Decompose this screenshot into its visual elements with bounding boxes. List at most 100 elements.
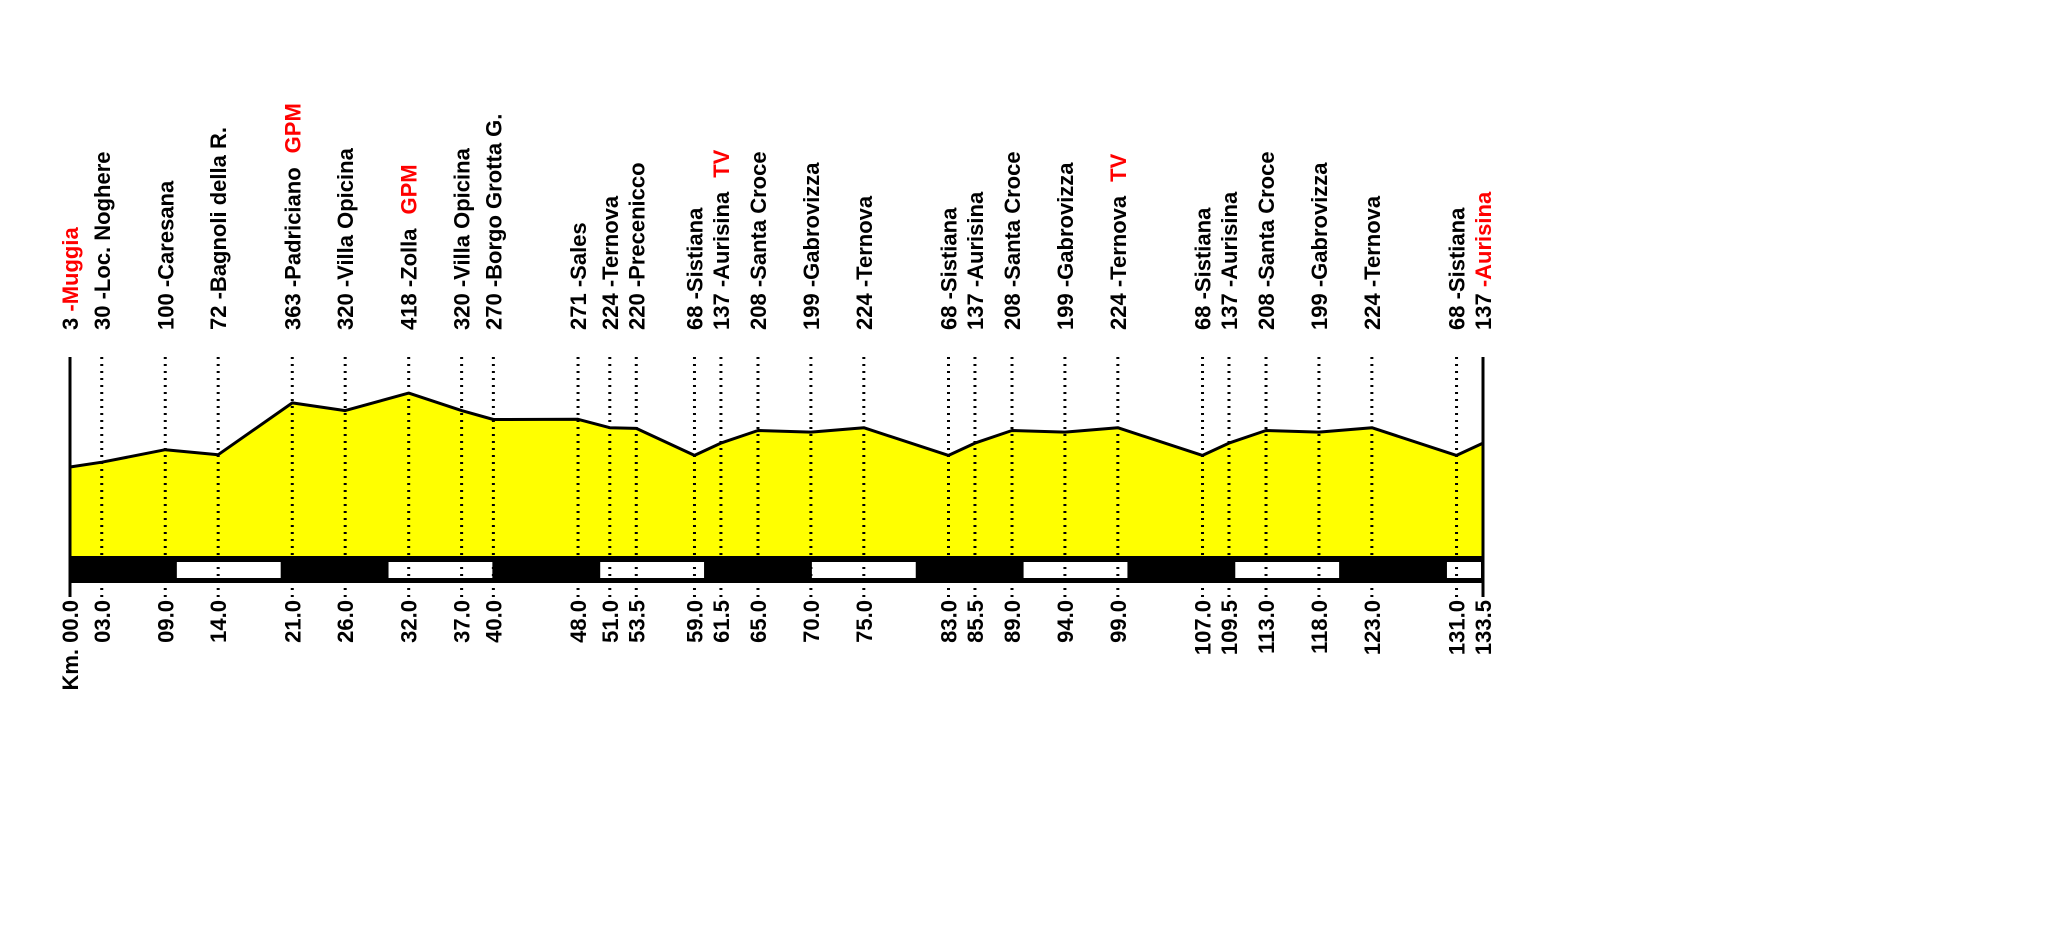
label-separator: - bbox=[1307, 280, 1332, 293]
location-name: Loc. Noghere bbox=[90, 151, 115, 292]
location-label: 3 -Muggia bbox=[58, 227, 83, 330]
profile-line bbox=[69, 391, 1484, 469]
km-label: 131.0 bbox=[1445, 600, 1470, 655]
location-name: Aurisina bbox=[963, 191, 988, 280]
km-labels: Km. 00.0 03.0 09.0 14.0 21.0 26.0 32.0 37.0 40.0… bbox=[58, 600, 1496, 691]
km-label: 21.0 bbox=[280, 600, 305, 643]
altitude-value: 30 bbox=[90, 306, 115, 330]
km-value: 59.0 bbox=[682, 600, 707, 643]
climb-tag: TV bbox=[1106, 153, 1131, 181]
altitude-value: 418 bbox=[397, 293, 422, 330]
location-name: Aurisina bbox=[709, 191, 734, 280]
label-separator: - bbox=[280, 280, 305, 293]
km-value: 00.0 bbox=[58, 600, 83, 643]
km-value: 37.0 bbox=[450, 600, 475, 643]
altitude-value: 68 bbox=[1445, 306, 1470, 330]
label-separator: - bbox=[1191, 292, 1216, 305]
location-label: 100 -Caresana bbox=[153, 180, 178, 330]
location-label: 224 -Ternova bbox=[852, 195, 877, 330]
location-label: 137 -Aurisina bbox=[963, 191, 988, 330]
km-value: 09.0 bbox=[153, 600, 178, 643]
location-name: Ternova bbox=[598, 195, 623, 280]
altitude-value: 68 bbox=[936, 306, 961, 330]
label-separator: - bbox=[799, 280, 824, 293]
altitude-value: 72 bbox=[206, 306, 231, 330]
location-name: Gabrovizza bbox=[1053, 162, 1078, 280]
km-label: 70.0 bbox=[799, 600, 824, 643]
km-band-segment bbox=[600, 562, 705, 578]
km-value: 48.0 bbox=[566, 600, 591, 643]
km-value: 131.0 bbox=[1445, 600, 1470, 655]
location-label: 270 -Borgo Grotta G. bbox=[481, 114, 506, 330]
km-value: 94.0 bbox=[1053, 600, 1078, 643]
label-separator: - bbox=[58, 304, 83, 317]
location-label: 68 -Sistiana bbox=[1191, 207, 1216, 330]
km-value: 21.0 bbox=[280, 600, 305, 643]
km-label: 48.0 bbox=[566, 600, 591, 643]
km-label: 83.0 bbox=[936, 600, 961, 643]
location-label: 224 -Ternova bbox=[598, 195, 623, 330]
location-name: Sales bbox=[566, 222, 591, 280]
location-name: Padriciano bbox=[280, 167, 305, 279]
altitude-value: 199 bbox=[1307, 293, 1332, 330]
km-label: 89.0 bbox=[1000, 600, 1025, 643]
km-label: 133.5 bbox=[1471, 600, 1496, 655]
altitude-value: 224 bbox=[598, 293, 623, 330]
location-name: Ternova bbox=[1106, 195, 1131, 280]
km-band-segment bbox=[1235, 562, 1340, 578]
km-value: 118.0 bbox=[1307, 600, 1332, 654]
km-label: 37.0 bbox=[450, 600, 475, 643]
label-separator: - bbox=[450, 280, 475, 293]
location-name: Villa Opicina bbox=[333, 147, 358, 279]
altitude-value: 320 bbox=[450, 293, 475, 330]
label-separator: - bbox=[206, 292, 231, 305]
location-label: 224 -Ternova TV bbox=[1106, 153, 1131, 330]
label-separator: - bbox=[566, 280, 591, 293]
climb-tag: TV bbox=[709, 149, 734, 177]
km-value: 75.0 bbox=[852, 600, 877, 643]
km-label: 75.0 bbox=[852, 600, 877, 643]
location-label: 208 -Santa Croce bbox=[1254, 151, 1279, 330]
location-name: Santa Croce bbox=[1254, 151, 1279, 279]
km-label: 61.5 bbox=[709, 600, 734, 643]
altitude-value: 137 bbox=[1471, 293, 1496, 330]
climb-tag: GPM bbox=[280, 103, 305, 153]
km-band-segment bbox=[388, 562, 493, 578]
location-name: Villa Opicina bbox=[450, 147, 475, 279]
label-separator: - bbox=[90, 292, 115, 305]
location-name: Aurisina bbox=[1217, 191, 1242, 280]
km-label: 59.0 bbox=[682, 600, 707, 643]
label-separator: - bbox=[153, 280, 178, 293]
location-name: Muggia bbox=[58, 227, 83, 305]
location-label: 208 -Santa Croce bbox=[746, 151, 771, 330]
location-name: Santa Croce bbox=[1000, 151, 1025, 279]
altitude-value: 270 bbox=[481, 293, 506, 330]
km-value: 53.5 bbox=[624, 600, 649, 643]
label-separator: - bbox=[852, 280, 877, 293]
label-separator: - bbox=[481, 280, 506, 293]
label-separator: - bbox=[709, 280, 734, 293]
km-value: 89.0 bbox=[1000, 600, 1025, 643]
location-label: 418 -Zolla GPM bbox=[397, 164, 422, 330]
location-label: 137 -Aurisina bbox=[1471, 191, 1496, 330]
label-separator: - bbox=[1053, 280, 1078, 293]
location-name: Aurisina bbox=[1471, 191, 1496, 280]
location-label: 199 -Gabrovizza bbox=[1307, 162, 1332, 330]
km-axis-title: Km. bbox=[58, 643, 83, 691]
label-separator: - bbox=[1445, 292, 1470, 305]
km-label: 113.0 bbox=[1254, 600, 1279, 654]
km-value: 83.0 bbox=[936, 600, 961, 643]
altitude-value: 68 bbox=[682, 306, 707, 330]
km-band-segment bbox=[811, 562, 916, 578]
location-label: 363 -Padriciano GPM bbox=[280, 103, 305, 330]
km-value: 133.5 bbox=[1471, 600, 1496, 655]
location-name: Gabrovizza bbox=[1307, 162, 1332, 280]
location-name: Borgo Grotta G. bbox=[481, 114, 506, 280]
location-label: 68 -Sistiana bbox=[936, 207, 961, 330]
km-band-layer bbox=[68, 357, 1485, 597]
label-separator: - bbox=[1000, 280, 1025, 293]
km-value: 65.0 bbox=[746, 600, 771, 643]
altitude-value: 320 bbox=[333, 293, 358, 330]
